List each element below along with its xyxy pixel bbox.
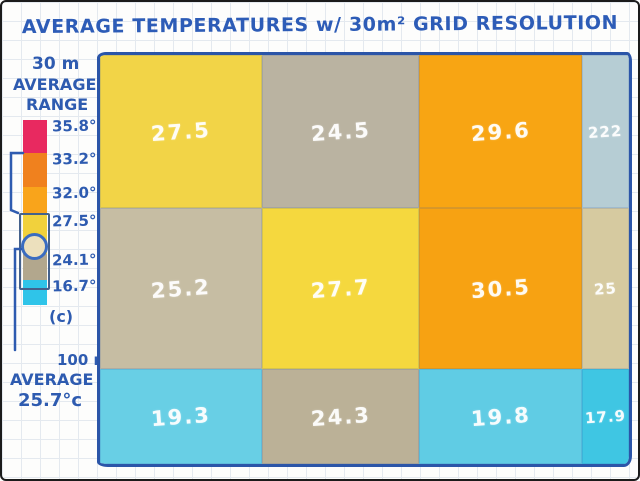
grid-cell-r3c4: 17.9 — [582, 369, 629, 464]
cell-value: 27.7 — [309, 274, 372, 303]
cell-value: 27.5 — [150, 117, 212, 146]
grid-cell-r2c3: 30.5 — [419, 208, 582, 369]
grid-cell-r1c1: 27.5 — [100, 55, 262, 208]
legend-title-line1: 30 m — [32, 54, 80, 74]
cell-value: 24.5 — [309, 117, 372, 146]
colorbar: 35.8° 33.2° 32.0° 27.5° 24.1° 16.7° — [23, 117, 97, 305]
cell-value: 19.3 — [150, 402, 212, 431]
cell-value: 30.5 — [469, 274, 532, 303]
avg-100m-value: 25.7°c — [18, 390, 83, 411]
grid-cell-r1c3: 29.6 — [419, 55, 582, 208]
cell-value: 25 — [593, 278, 618, 299]
grid-cell-r2c4: 25 — [582, 208, 629, 369]
colorbar-unit-label: (c) — [49, 307, 74, 326]
cell-value: 24.3 — [309, 402, 372, 431]
bracket-lines — [9, 151, 25, 352]
grid-cell-r2c2: 27.7 — [262, 208, 419, 369]
grid-cell-r3c2: 24.3 — [262, 369, 419, 464]
colorbar-segment: 32.0° — [23, 184, 97, 215]
grid-cell-r1c4: 222 — [582, 55, 629, 208]
highlighted-range-box — [19, 213, 50, 290]
cell-value: 222 — [587, 121, 624, 142]
grid-cell-r1c2: 24.5 — [262, 55, 419, 208]
avg-100m-line2: AVERAGE — [10, 370, 94, 389]
legend-title-line2: AVERAGE — [13, 75, 97, 94]
cell-value: 19.8 — [469, 402, 532, 431]
cell-value: 25.2 — [150, 274, 212, 303]
average-circle-marker — [21, 233, 48, 260]
chart-title: AVERAGE TEMPERATURES w/ 30m² GRID RESOLU… — [21, 11, 619, 39]
colorbar-tick-label: 35.8° — [51, 116, 97, 136]
colorbar-segment: 16.7° — [23, 277, 97, 305]
cell-value: 17.9 — [584, 406, 627, 427]
grid-cell-r3c3: 19.8 — [419, 369, 582, 464]
avg-100m-line1: 100 m — [57, 351, 110, 369]
colorbar-segment: 35.8° — [23, 117, 97, 153]
legend-title-line3: RANGE — [26, 95, 89, 114]
grid-cell-r2c1: 25.2 — [100, 208, 262, 369]
cell-value: 29.6 — [469, 117, 532, 146]
colorbar-segment: 33.2° — [23, 150, 97, 187]
grid-cell-r3c1: 19.3 — [100, 369, 262, 464]
heatmap-grid: 27.5 24.5 29.6 222 25.2 27.7 30.5 25 19.… — [97, 52, 632, 467]
